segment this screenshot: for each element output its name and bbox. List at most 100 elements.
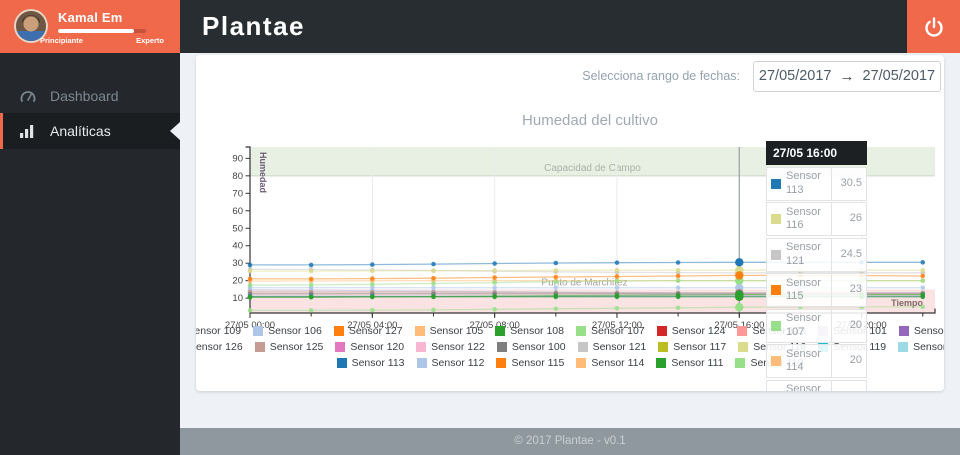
legend-swatch <box>898 326 909 336</box>
legend-label: Sensor 117 <box>673 341 727 353</box>
sidebar-item-analiticas[interactable]: Analíticas <box>0 113 180 149</box>
tooltip-swatch <box>771 356 781 366</box>
date-end-value: 27/05/2017 <box>862 68 936 84</box>
chart-title: Humedad del cultivo <box>522 112 658 129</box>
sidebar-item-dashboard[interactable]: Dashboard <box>0 79 180 113</box>
legend-item[interactable]: Sensor 115 <box>496 355 564 371</box>
legend-swatch <box>414 326 425 336</box>
avatar-image <box>16 11 46 41</box>
x-axis-label: Tiempo <box>891 298 923 308</box>
tooltip-row: Sensor 115 23 <box>766 273 867 307</box>
legend-item[interactable]: Sensor 105 <box>414 323 483 339</box>
legend-swatch <box>737 326 748 336</box>
legend-item[interactable]: Sensor 106 <box>253 323 322 339</box>
legend-item[interactable]: Sensor 100 <box>496 339 566 355</box>
y-tick-label: 70 <box>232 188 243 199</box>
legend-swatch <box>738 342 749 352</box>
sidebar: Dashboard Analíticas <box>0 53 180 455</box>
tooltip-sensor-name: Sensor 113 <box>786 170 821 196</box>
legend-item[interactable]: Sensor 107 <box>576 323 645 339</box>
power-icon <box>924 16 943 37</box>
date-filter-row: Selecciona rango de fechas: 27/05/2017 →… <box>196 60 941 92</box>
legend-item[interactable]: Sensor 127 <box>333 323 403 339</box>
y-tick-label: 60 <box>232 206 243 217</box>
legend-item[interactable]: Sensor 125 <box>254 339 323 355</box>
tooltip-swatch <box>771 285 781 295</box>
avatar[interactable] <box>14 9 48 43</box>
legend-item[interactable]: Sensor 113 <box>336 355 405 371</box>
tooltip-sensor-name: Sensor 116 <box>786 205 821 232</box>
legend-swatch <box>656 326 667 336</box>
legend-item[interactable]: Sensor 104 <box>898 323 944 339</box>
y-axis-label: Humedad <box>258 152 268 193</box>
legend-swatch <box>253 326 264 336</box>
legend-swatch <box>496 342 507 352</box>
legend-swatch <box>495 326 506 336</box>
legend-item[interactable]: Sensor 109 <box>196 323 241 339</box>
legend-item[interactable]: Sensor 114 <box>576 355 644 371</box>
tooltip-rows: Sensor 113 30.5 Sensor 116 26 Sensor 121 24.5… <box>766 166 867 391</box>
top-bar: Kamal Em Principiante Experto Plantae <box>0 0 960 53</box>
legend-swatch <box>336 358 347 368</box>
experience-progress-fill <box>58 29 134 33</box>
tooltip-sensor-value: 23 <box>831 273 867 307</box>
legend-item[interactable]: Sensor 120 <box>335 339 404 355</box>
tooltip-swatch <box>771 249 781 260</box>
user-name: Kamal Em <box>58 10 123 25</box>
tooltip-sensor-name: Sensor 121 <box>786 241 821 267</box>
y-tick-label: 40 <box>232 241 243 252</box>
legend-item[interactable]: Sensor 112 <box>416 355 485 371</box>
logout-button[interactable] <box>907 0 960 53</box>
tooltip-row: Sensor 114 20 <box>766 344 867 378</box>
date-range-input[interactable]: 27/05/2017 → 27/05/2017 <box>753 60 941 92</box>
tooltip-sensor-value: 20 <box>831 344 867 378</box>
x-tick-label: 27/05 12:00 <box>592 320 642 330</box>
legend-item[interactable]: Sensor 122 <box>416 339 485 355</box>
tooltip-sensor-name: Sensor 107 <box>786 312 821 338</box>
tooltip-row: Sensor 121 24.5 <box>766 237 867 272</box>
band-label-capacidad: Capacidad de Campo <box>544 163 641 174</box>
legend-swatch <box>658 342 669 352</box>
legend-label: Sensor 108 <box>510 325 564 337</box>
legend-item[interactable]: Sensor 111 <box>656 355 723 371</box>
legend-label: Sensor 118 <box>913 341 944 353</box>
legend-label: Sensor 112 <box>431 357 485 369</box>
tooltip-row: Sensor 106 16 <box>766 379 867 391</box>
legend-swatch <box>333 326 344 336</box>
y-tick-label: 50 <box>232 223 243 234</box>
bar-chart-icon <box>20 124 38 138</box>
hover-point <box>735 290 744 299</box>
x-tick-label: 27/05 16:00 <box>714 320 764 330</box>
legend-item[interactable]: Sensor 108 <box>495 323 564 339</box>
x-tick-label: 27/05 08:00 <box>470 320 520 330</box>
sidebar-item-label: Analíticas <box>50 123 111 139</box>
tooltip-sensor-value: 30.5 <box>831 166 867 201</box>
legend-swatch <box>656 358 667 368</box>
legend-label: Sensor 127 <box>348 325 403 337</box>
y-tick-label: 20 <box>232 276 243 287</box>
hover-point <box>735 258 744 267</box>
tooltip-sensor-value: 24.5 <box>831 237 867 272</box>
legend-item[interactable]: Sensor 118 <box>898 339 944 355</box>
tooltip-sensor-name: Sensor 115 <box>786 276 821 303</box>
main-content: Selecciona rango de fechas: 27/05/2017 →… <box>180 53 960 428</box>
sidebar-item-label: Dashboard <box>50 88 119 104</box>
date-start-value: 27/05/2017 <box>758 68 832 84</box>
band-label-marchitez: Punto de Marchitez <box>541 277 627 288</box>
tooltip-sensor-value: 20 <box>831 308 867 343</box>
legend-swatch <box>576 326 586 336</box>
tooltip-row: Sensor 113 30.5 <box>766 166 867 201</box>
tooltip-sensor-value: 26 <box>831 202 867 236</box>
legend-label: Sensor 104 <box>913 325 944 337</box>
legend-label: Sensor 126 <box>196 341 243 353</box>
legend-item[interactable]: Sensor 126 <box>196 339 243 355</box>
legend-item[interactable]: Sensor 121 <box>577 339 647 355</box>
analytics-card: Selecciona rango de fechas: 27/05/2017 →… <box>196 55 944 391</box>
tooltip-swatch <box>771 320 781 331</box>
legend-label: Sensor 109 <box>196 325 242 337</box>
legend-swatch <box>335 342 346 352</box>
legend-item[interactable]: Sensor 124 <box>656 323 725 339</box>
legend-label: Sensor 121 <box>592 341 647 353</box>
legend-label: Sensor 106 <box>268 325 322 337</box>
legend-item[interactable]: Sensor 117 <box>658 339 726 355</box>
